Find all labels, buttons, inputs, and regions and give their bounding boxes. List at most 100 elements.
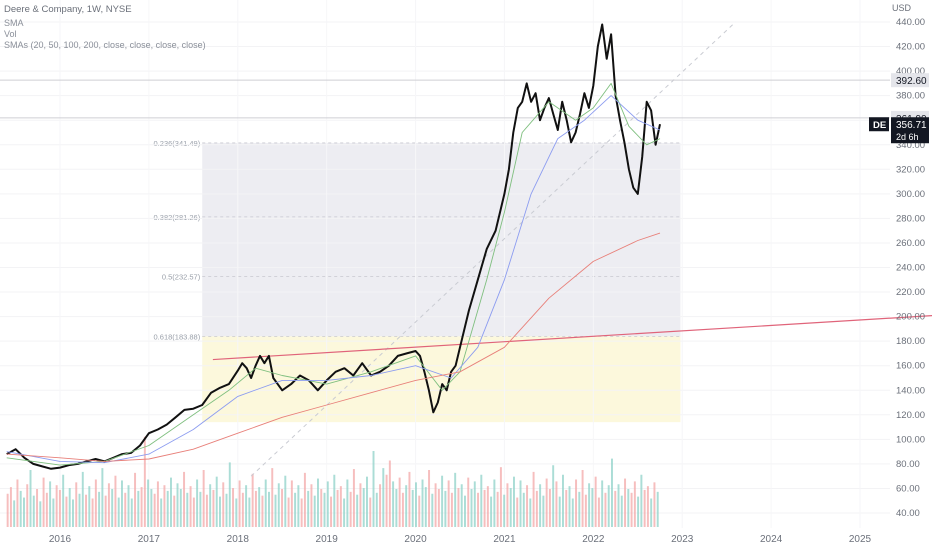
volume-bar [160,498,163,527]
volume-bar [447,480,450,527]
volume-bar [199,491,202,527]
volume-bar [176,483,179,527]
price-label-box [891,73,929,88]
indicator-sma-legend[interactable]: SMA [4,18,24,28]
volume-bar [330,496,333,527]
price-series-lines[interactable] [0,21,932,477]
fib-level-label[interactable]: 0.5(232.57) [162,273,201,282]
price-tick-label: 240.00 [896,263,925,274]
volume-bar [91,498,94,527]
trend-line[interactable] [212,314,932,361]
volume-bar [503,494,506,527]
price-axis[interactable]: 40.00 60.00 80.00 100.00 120.00 140.00 160.00 1… [896,17,925,519]
fibonacci-retracement[interactable]: 0.236(341.49) 0.382(281.26) 0.5(232.57) 0.6… [154,139,681,423]
volume-bar [186,492,189,527]
volume-bar [55,485,58,527]
volume-bar [284,475,287,527]
volume-bar [421,479,424,527]
volume-bar [153,493,156,527]
volume-bar [36,489,39,527]
time-tick-label: 2018 [227,534,250,545]
volume-bar [114,475,117,527]
projection-dashed-line[interactable] [250,21,736,477]
time-tick-label: 2019 [316,534,339,545]
fib-level-label[interactable]: 0.236(341.49) [154,139,201,148]
volume-bar [464,495,466,527]
indicator-smas-legend[interactable]: SMAs (20, 50, 100, 200, close, close, cl… [4,40,206,50]
price-tick-label: 180.00 [896,336,925,347]
volume-bar [408,471,411,527]
fib-zone-lower [202,336,681,423]
volume-bar [362,488,365,527]
volume-bar [192,497,195,527]
price-label-value: 392.60 [896,76,927,87]
volume-bar [29,470,32,527]
series-line-sma-red[interactable] [6,232,661,462]
volume-bar [209,484,212,527]
price-tick-label: 220.00 [896,287,925,298]
indicator-vol-legend[interactable]: Vol [4,29,17,39]
volume-bar [179,489,182,527]
fib-level-label[interactable]: 0.618(183.88) [154,332,201,341]
volume-bar [562,474,564,527]
volume-bar [568,486,571,527]
volume-bar [241,492,244,527]
volume-bar [415,482,417,527]
volume-bar [352,469,355,527]
volume-bar [470,489,473,527]
volume-bar [366,476,368,527]
bar-countdown: 2d 6h [896,132,919,142]
volume-bar [189,486,192,527]
volume-bar [307,490,310,527]
volume-bar [496,491,499,527]
price-tick-label: 400.00 [896,66,925,77]
volume-bar [271,468,274,527]
volume-bar [594,476,597,527]
volume-bar [588,483,591,527]
volume-bar [627,489,630,527]
series-line-price[interactable] [6,23,661,470]
fib-level-label[interactable]: 0.382(281.26) [154,213,201,222]
volume-bar [68,488,71,527]
volume-bar [251,473,254,527]
volume-bar [294,492,297,527]
volume-bar [545,478,548,527]
volume-bar [9,487,12,527]
volume-bar [320,489,323,527]
volume-bar [535,490,538,527]
volume-bar [424,487,427,527]
symbol-title[interactable]: Deere & Company, 1W, NYSE [4,4,132,15]
volume-bar [45,492,48,527]
volume-bar [287,497,290,527]
volume-bar [477,492,480,527]
volume-bar [601,480,604,527]
volume-bar [173,495,176,527]
volume-bar [558,496,561,527]
volume-bar [454,472,457,527]
volume-bar [101,468,104,527]
volume-bar [509,488,512,527]
volume-bar [143,436,146,527]
volume-bar [219,496,221,527]
volume-bar [591,488,594,527]
volume-bar [385,474,388,527]
time-tick-label: 2025 [849,534,872,545]
volume-bar [166,490,169,527]
volume-bar [513,476,515,527]
time-axis[interactable]: 2016 2017 2018 2019 2020 2021 2022 2023 2024 2025 [49,534,872,545]
volume-bar [42,477,45,527]
price-tick-label: 140.00 [896,385,925,396]
volume-bar [26,484,29,527]
price-tick-label: 380.00 [896,91,925,102]
volume-bar [542,495,545,527]
series-line-sma-green[interactable] [6,82,661,466]
volume-bar [630,492,633,527]
series-line-sma-blue[interactable] [6,95,661,464]
volume-bar [205,494,208,527]
volume-bar [604,492,607,527]
volume-bar [522,492,525,527]
volume-bar [81,471,84,527]
volume-bar [486,486,489,527]
volume-bar [333,474,336,527]
